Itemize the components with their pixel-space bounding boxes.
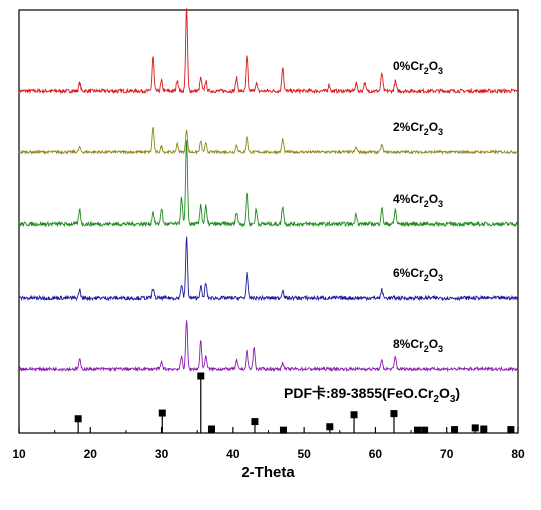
series-label-3: 6%Cr2O3 <box>393 266 443 283</box>
reference-pattern: PDF卡:89-3855(FeO.Cr2O3) <box>74 372 515 434</box>
x-tick-label-4: 50 <box>297 447 311 461</box>
x-axis-title: 2-Theta <box>241 464 295 481</box>
series-trace-3 <box>18 236 519 302</box>
series-trace-0 <box>18 8 519 95</box>
ref-marker-1 <box>158 409 166 417</box>
ref-marker-11 <box>451 426 459 434</box>
series-label-2: 4%Cr2O3 <box>393 192 443 209</box>
series-label-4: 8%Cr2O3 <box>393 337 443 354</box>
x-tick-label-7: 80 <box>511 447 525 461</box>
series-trace-4 <box>18 320 518 373</box>
ref-marker-13 <box>480 425 488 433</box>
ref-marker-8 <box>390 410 398 418</box>
x-axis: 10 20 30 40 50 60 70 80 <box>12 427 525 461</box>
x-tick-label-0: 10 <box>12 447 26 461</box>
series-trace-2 <box>18 140 519 228</box>
series-label-0: 0%Cr2O3 <box>393 59 443 76</box>
x-tick-label-1: 20 <box>84 447 98 461</box>
series-trace-1 <box>18 126 519 156</box>
x-tick-label-2: 30 <box>155 447 169 461</box>
reference-label: PDF卡:89-3855(FeO.Cr2O3) <box>284 385 460 405</box>
ref-marker-10 <box>421 426 429 434</box>
ref-marker-14 <box>507 426 515 434</box>
series-label-1: 2%Cr2O3 <box>393 120 443 137</box>
x-tick-label-5: 60 <box>369 447 383 461</box>
ref-marker-7 <box>350 411 358 419</box>
ref-marker-6 <box>326 423 334 431</box>
ref-marker-0 <box>74 415 82 423</box>
ref-marker-3 <box>207 425 215 433</box>
ref-marker-4 <box>251 418 259 426</box>
ref-marker-9 <box>413 426 421 434</box>
ref-marker-12 <box>471 424 479 432</box>
ref-marker-5 <box>279 426 287 434</box>
ref-marker-2 <box>197 372 205 380</box>
x-tick-label-6: 70 <box>440 447 454 461</box>
series-labels: 0%Cr2O3 2%Cr2O3 4%Cr2O3 6%Cr2O3 8%Cr2O3 <box>393 59 443 354</box>
series-traces <box>18 8 519 373</box>
x-tick-label-3: 40 <box>226 447 240 461</box>
